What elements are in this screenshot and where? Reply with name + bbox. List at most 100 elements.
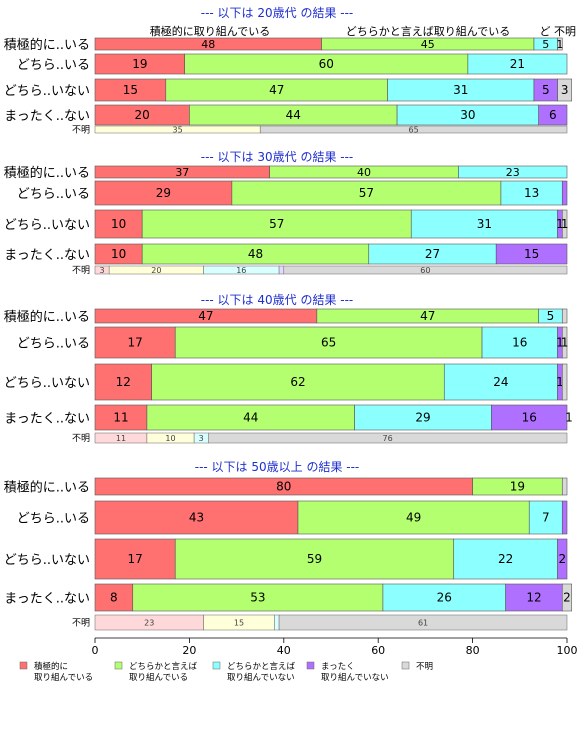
x-tick-label: 80 (466, 644, 480, 657)
row-label: どちら..いない (4, 376, 90, 391)
bar-segment (174, 538, 455, 580)
bar-segment (453, 538, 558, 580)
panel-title: --- 以下は 50歳以上 の結果 --- (195, 460, 360, 474)
bar-value-label: 15 (123, 83, 138, 97)
x-tick-label: 100 (557, 644, 578, 657)
legend-swatch (306, 661, 315, 670)
unknown-row-label: 不明 (72, 618, 90, 629)
row-label: どちら..いない (4, 218, 90, 233)
row-label: 積極的に..いる (4, 309, 90, 325)
bar-value-label: 31 (477, 217, 492, 231)
panel-title: --- 以下は 20歳代 の結果 --- (201, 6, 354, 20)
bar-segment (505, 583, 563, 612)
bar-value-label: 1 (565, 411, 573, 425)
bar-segment (174, 326, 483, 359)
bar-value-label: 5 (542, 38, 549, 51)
bar-value-label: 6 (549, 108, 557, 122)
bar-segment (561, 500, 568, 535)
bar-value-label: 16 (512, 336, 527, 350)
unknown-bar-segment (283, 265, 568, 275)
bar-value-label: 15 (524, 247, 539, 261)
bar-value-label: 30 (460, 108, 475, 122)
bar-value-label: 19 (132, 57, 147, 71)
row-label: まったく..ない (4, 109, 90, 124)
unknown-value-label: 16 (236, 266, 246, 275)
bar-value-label: 47 (269, 83, 284, 97)
bar-value-label: 1 (561, 336, 569, 350)
bar-value-label: 80 (276, 480, 291, 494)
bar-value-label: 29 (156, 186, 171, 200)
unknown-value-label: 65 (409, 126, 419, 135)
bar-segment (297, 500, 530, 535)
bar-value-label: 53 (250, 591, 265, 605)
legend-label: どちらかと言えば (129, 661, 198, 672)
unknown-value-label: 11 (116, 434, 126, 443)
bar-value-label: 57 (359, 186, 374, 200)
x-tick-label: 60 (371, 644, 385, 657)
bar-value-label: 48 (248, 247, 263, 261)
bar-segment (94, 326, 176, 359)
bar-value-label: 49 (406, 511, 421, 525)
bar-value-label: 47 (420, 309, 435, 323)
unknown-value-label: 23 (144, 619, 154, 628)
unknown-value-label: 3 (100, 266, 105, 275)
bar-segment (94, 209, 143, 239)
legend-swatch (401, 661, 410, 670)
bar-value-label: 1 (556, 336, 564, 350)
bar-value-label: 27 (425, 247, 440, 261)
bar-segment (443, 363, 558, 401)
column-header-label: 不明 (554, 25, 576, 38)
bar-segment (528, 500, 563, 535)
bar-value-label: 59 (307, 552, 322, 566)
bar-value-label: 19 (510, 480, 525, 494)
bar-segment (557, 78, 573, 102)
bar-value-label: 12 (116, 375, 131, 389)
bar-segment (467, 53, 568, 75)
legend-label: 取り組んでいる (129, 672, 188, 683)
bar-segment (557, 538, 568, 580)
bar-value-label: 20 (135, 108, 150, 122)
unknown-bar-segment (278, 265, 285, 275)
bar-value-label: 21 (510, 57, 525, 71)
bar-value-label: 22 (498, 552, 513, 566)
bar-value-label: 2 (558, 552, 566, 566)
bar-segment (94, 363, 152, 401)
bar-value-label: 44 (243, 411, 258, 425)
bar-value-label: 44 (286, 108, 301, 122)
bar-value-label: 10 (111, 247, 126, 261)
unknown-value-label: 15 (234, 619, 244, 628)
row-label: どちら..いない (4, 84, 90, 99)
unknown-bar-segment (208, 432, 568, 444)
bar-value-label: 23 (506, 166, 520, 179)
unknown-value-label: 35 (173, 126, 183, 135)
unknown-bar-segment (274, 614, 280, 631)
row-label: どちら..いる (17, 187, 90, 202)
row-label: まったく..ない (4, 592, 90, 607)
bar-segment (561, 308, 568, 324)
row-label: まったく..ない (4, 412, 90, 427)
bar-segment (141, 209, 412, 239)
bar-value-label: 40 (357, 166, 371, 179)
unknown-value-label: 60 (420, 266, 430, 275)
bar-segment (94, 583, 134, 612)
bar-value-label: 24 (493, 375, 508, 389)
bar-segment (561, 209, 568, 239)
bar-segment (354, 404, 492, 431)
bar-segment (94, 538, 176, 580)
bar-value-label: 1 (556, 217, 564, 231)
legend-label: 取り組んでいる (34, 672, 93, 683)
bar-value-label: 1 (561, 217, 569, 231)
unknown-value-label: 61 (418, 619, 428, 628)
bar-value-label: 11 (113, 411, 128, 425)
row-label: 積極的に..いる (4, 480, 90, 496)
bar-segment (561, 326, 568, 359)
unknown-value-label: 20 (151, 266, 161, 275)
column-header-label: ど (540, 25, 551, 38)
bar-value-label: 8 (110, 591, 118, 605)
x-tick-label: 20 (182, 644, 196, 657)
bar-segment (561, 180, 568, 206)
bar-value-label: 2 (563, 591, 571, 605)
unknown-bar-segment (259, 125, 568, 134)
legend-label: 取り組んでいない (321, 672, 389, 683)
row-label: 積極的に..いる (4, 37, 90, 53)
